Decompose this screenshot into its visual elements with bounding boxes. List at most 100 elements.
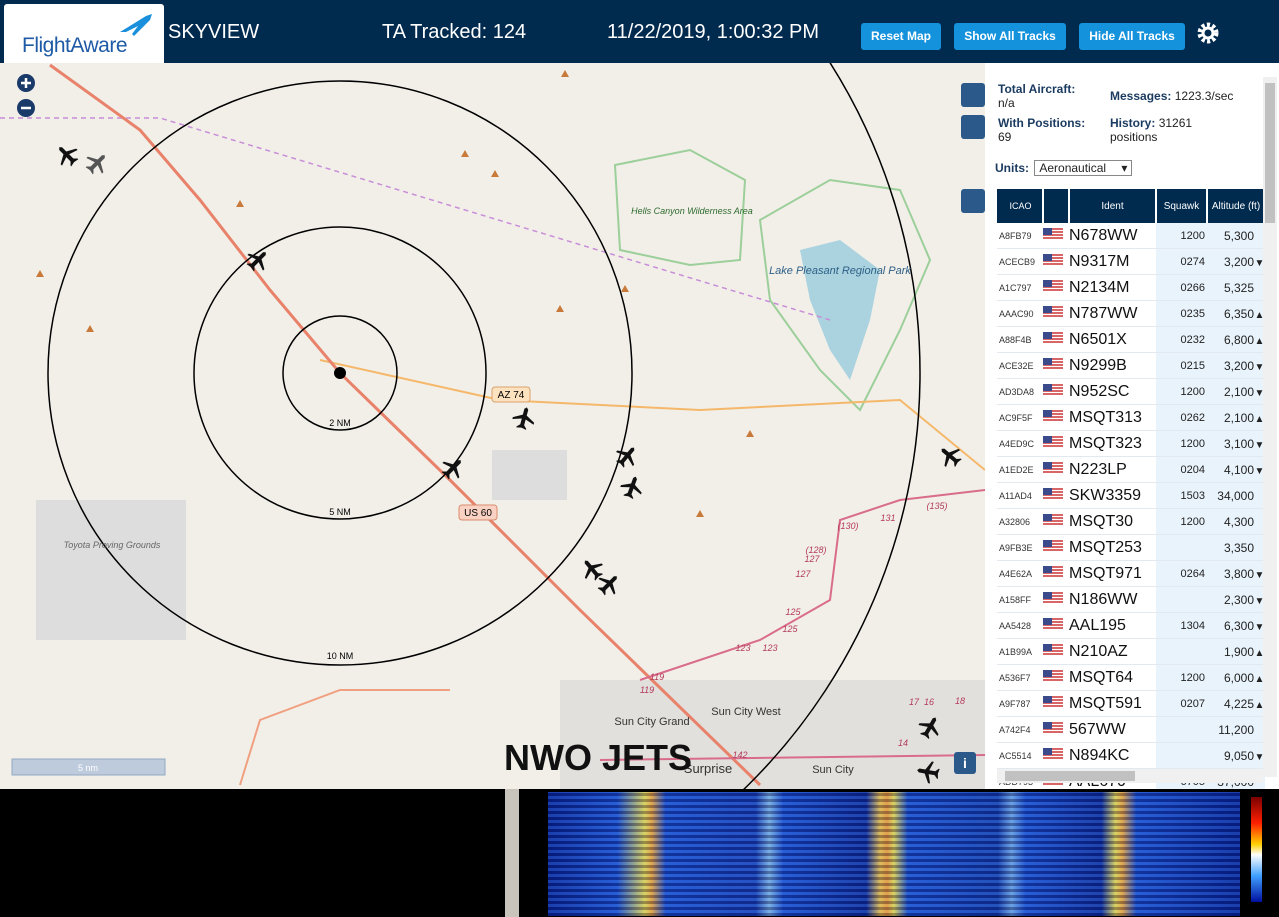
- show-tracks-button[interactable]: Show All Tracks: [954, 23, 1066, 50]
- logo[interactable]: FlightAware: [4, 4, 164, 63]
- icao: A1C797: [997, 274, 1043, 301]
- aircraft-row[interactable]: A88F4B N6501X 0232 6,800▲: [997, 326, 1265, 353]
- squawk: 0264: [1156, 560, 1207, 587]
- flag-cell: [1043, 534, 1069, 561]
- trend: ▼: [1254, 439, 1265, 451]
- aircraft-row[interactable]: AD3DA8 N952SC 1200 2,100▼: [997, 378, 1265, 405]
- trend: ▼: [1254, 465, 1265, 477]
- altitude: 6,800: [1223, 332, 1254, 347]
- flag-cell: [1043, 352, 1069, 379]
- aircraft-row[interactable]: A158FF N186WW 2,300▼: [997, 586, 1265, 613]
- ident: N6501X: [1069, 326, 1156, 353]
- stat-label: Messages:: [1110, 89, 1172, 103]
- stat: History: 31261 positions: [1110, 116, 1210, 144]
- squawk: [1156, 534, 1207, 561]
- ident: N952SC: [1069, 378, 1156, 405]
- column-header[interactable]: [1043, 189, 1070, 223]
- altitude: 11,200: [1218, 722, 1254, 737]
- trend: ▼: [1254, 621, 1265, 633]
- header: FlightAware SKYVIEW TA Tracked: 124 11/2…: [0, 0, 1279, 63]
- icao: AC5514: [997, 742, 1043, 769]
- altitude-cell: 3,350: [1207, 534, 1265, 561]
- aircraft-row[interactable]: A4E62A MSQT971 0264 3,800▼: [997, 560, 1265, 587]
- aircraft-row[interactable]: A8FB79 N678WW 1200 5,300: [997, 223, 1265, 249]
- trend: ▲: [1254, 647, 1265, 659]
- icao: AD3DA8: [997, 378, 1043, 405]
- aircraft-table: ICAO Ident Squawk Altitude (ft) A8FB79 N6…: [997, 189, 1266, 795]
- units-label: Units:: [995, 161, 1029, 175]
- altitude-cell: 3,200▼: [1207, 248, 1265, 275]
- aircraft-row[interactable]: A9FB3E MSQT253 3,350: [997, 534, 1265, 561]
- scrollbar[interactable]: [1263, 77, 1277, 777]
- column-header[interactable]: ICAO: [997, 189, 1044, 223]
- route-number: (135): [926, 501, 947, 511]
- flag: [1043, 618, 1063, 630]
- flag: [1043, 280, 1063, 292]
- stat: Total Aircraft: n/a: [998, 82, 1075, 110]
- flag: [1043, 566, 1063, 578]
- aircraft-row[interactable]: AC9F5F MSQT313 0262 2,100▲: [997, 404, 1265, 431]
- aircraft-row[interactable]: A742F4 567WW 11,200: [997, 716, 1265, 743]
- flag: [1043, 254, 1063, 266]
- trend: ▲: [1254, 309, 1265, 321]
- road-shield: AZ 74: [498, 390, 525, 401]
- icao: A9F787: [997, 690, 1043, 717]
- trend: ▼: [1254, 569, 1265, 581]
- aircraft-row[interactable]: A1C797 N2134M 0266 5,325: [997, 274, 1265, 301]
- trend: ▲: [1254, 699, 1265, 711]
- stat-label: Total Aircraft:: [998, 82, 1076, 96]
- h-scrollbar[interactable]: [997, 769, 1263, 783]
- aircraft-row[interactable]: AC5514 N894KC 9,050▼: [997, 742, 1265, 769]
- hide-tracks-button[interactable]: Hide All Tracks: [1079, 23, 1185, 50]
- stat-value: n/a: [998, 96, 1015, 110]
- ident: 567WW: [1069, 716, 1156, 743]
- icao: AA5428: [997, 612, 1043, 639]
- icao: A1ED2E: [997, 456, 1043, 483]
- altitude-cell: 2,300▼: [1207, 586, 1265, 613]
- aircraft-row[interactable]: ACE32E N9299B 0215 3,200▼: [997, 352, 1265, 379]
- aircraft-row[interactable]: A11AD4 SKW3359 1503 34,000: [997, 482, 1265, 509]
- aircraft-row[interactable]: AA5428 AAL195 1304 6,300▼: [997, 612, 1265, 639]
- trend: ▼: [1254, 361, 1265, 373]
- route-number: 119: [650, 672, 664, 682]
- aircraft-row[interactable]: A1ED2E N223LP 0204 4,100▼: [997, 456, 1265, 483]
- route-number: (128): [805, 545, 826, 555]
- settings-icon[interactable]: [1195, 20, 1221, 46]
- flag: [1043, 436, 1063, 448]
- aircraft-row[interactable]: A9F787 MSQT591 0207 4,225▲: [997, 690, 1265, 717]
- icao: A742F4: [997, 716, 1043, 743]
- aircraft-row[interactable]: A32806 MSQT30 1200 4,300: [997, 508, 1265, 535]
- ident: AAL195: [1069, 612, 1156, 639]
- column-header[interactable]: Altitude (ft): [1207, 189, 1266, 223]
- trend: ▼: [1254, 257, 1265, 269]
- altitude-cell: 4,100▼: [1207, 456, 1265, 483]
- route-number: 131: [880, 513, 895, 523]
- flag-cell: [1043, 716, 1069, 743]
- flag-cell: [1043, 248, 1069, 275]
- altitude-cell: 11,200: [1207, 716, 1265, 743]
- squawk: 1503: [1156, 482, 1207, 509]
- map-buttons[interactable]: i: [954, 83, 985, 774]
- road-shield: US 60: [464, 508, 492, 519]
- reset-map-button[interactable]: Reset Map: [861, 23, 941, 50]
- squawk: 0215: [1156, 352, 1207, 379]
- aircraft-row[interactable]: A4ED9C MSQT323 1200 3,100▼: [997, 430, 1265, 457]
- aircraft-row[interactable]: A536F7 MSQT64 1200 6,000▲: [997, 664, 1265, 691]
- scale-label: 5 nm: [78, 763, 98, 773]
- aircraft-row[interactable]: AAAC90 N787WW 0235 6,350▲: [997, 300, 1265, 327]
- ring-label: 2 NM: [329, 418, 351, 428]
- units-select[interactable]: Aeronautical ▾: [1034, 160, 1133, 176]
- column-header[interactable]: Squawk: [1156, 189, 1208, 223]
- map[interactable]: 2 NM 5 NM 10 NM AZ 74 US 60 Hells Canyon…: [0, 63, 985, 789]
- overlay-text: NWO JETS: [504, 737, 692, 778]
- aircraft-row[interactable]: A1B99A N210AZ 1,900▲: [997, 638, 1265, 665]
- flag-cell: [1043, 612, 1069, 639]
- altitude-cell: 5,300: [1207, 223, 1265, 249]
- stat-value: 1223.3/sec: [1174, 89, 1234, 103]
- altitude-cell: 4,300: [1207, 508, 1265, 535]
- aircraft-row[interactable]: ACECB9 N9317M 0274 3,200▼: [997, 248, 1265, 275]
- column-header[interactable]: Ident: [1069, 189, 1157, 223]
- altitude: 6,300: [1223, 618, 1254, 633]
- zoom-controls[interactable]: [17, 74, 35, 117]
- squawk: 0274: [1156, 248, 1207, 275]
